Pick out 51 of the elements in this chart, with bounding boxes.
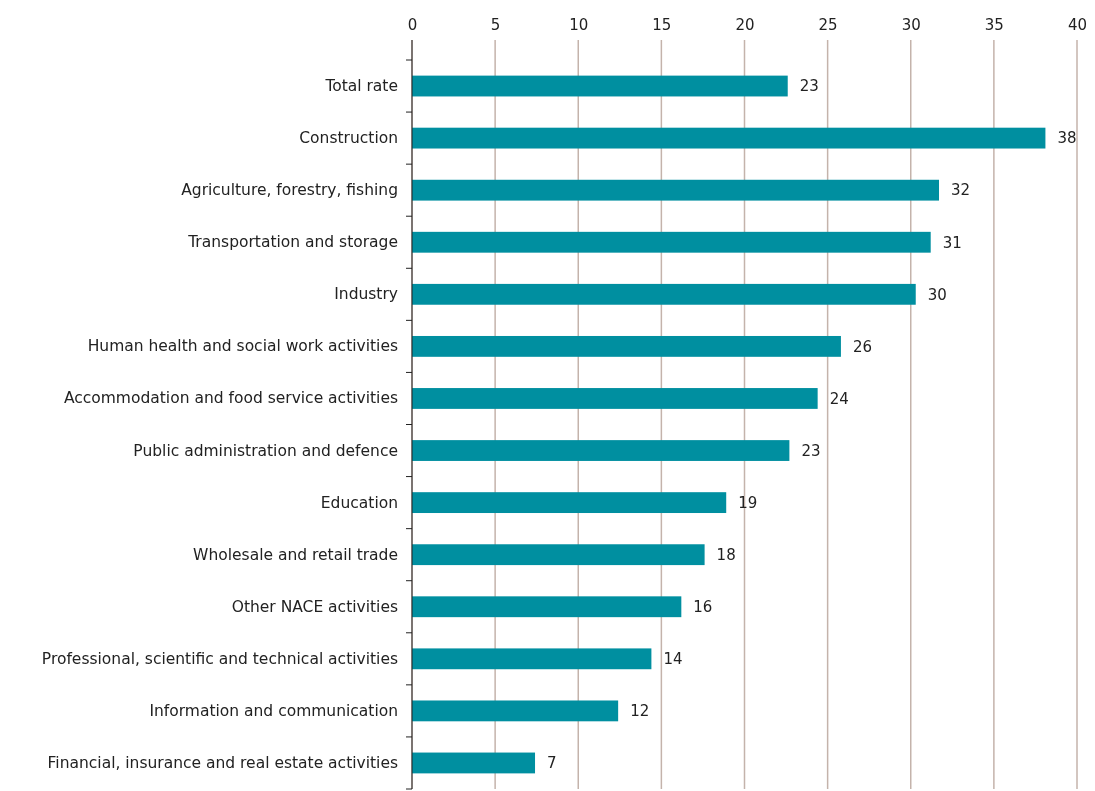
- y-tick-label: Public administration and defence: [133, 441, 398, 460]
- data-label: 18: [716, 545, 736, 564]
- y-tick-label: Professional, scientific and technical activities: [41, 649, 398, 668]
- y-tick-label: Information and communication: [149, 701, 398, 720]
- x-tick-label: 35: [984, 16, 1004, 34]
- y-tick-label: Accommodation and food service activities: [63, 389, 398, 408]
- data-label: 26: [852, 337, 873, 356]
- y-tick-label: Transportation and storage: [187, 233, 398, 252]
- x-tick-label: 20: [735, 16, 755, 34]
- bar: [412, 648, 652, 670]
- x-tick-label: 0: [407, 16, 418, 34]
- data-label: 7: [547, 754, 557, 773]
- bar: [412, 388, 818, 409]
- data-label: 14: [663, 650, 683, 669]
- bar: [412, 440, 790, 461]
- data-label: 30: [927, 285, 947, 304]
- x-tick-label: 30: [901, 16, 921, 34]
- y-tick-label: Total rate: [324, 77, 398, 95]
- data-label: 24: [829, 389, 849, 408]
- y-tick-label: Wholesale and retail trade: [193, 545, 398, 564]
- bar: [412, 179, 940, 201]
- y-tick-label: Industry: [334, 285, 398, 304]
- y-tick-label: Other NACE activities: [231, 597, 398, 616]
- y-tick-label: Construction: [299, 129, 398, 148]
- x-tick-label: 15: [652, 16, 672, 34]
- bar: [412, 492, 727, 514]
- data-label: 38: [1057, 129, 1077, 148]
- data-label: 12: [630, 702, 650, 721]
- data-label: 31: [942, 233, 962, 252]
- bar: [412, 700, 619, 722]
- x-tick-label: 5: [490, 16, 501, 34]
- x-tick-label: 40: [1067, 16, 1088, 34]
- y-tick-label: Agriculture, forestry, fishing: [181, 181, 398, 200]
- bar: [412, 283, 916, 305]
- bar: [412, 75, 788, 97]
- data-label: 23: [799, 77, 819, 96]
- bar: [412, 231, 931, 253]
- data-label: 23: [801, 441, 821, 460]
- bar: [412, 596, 682, 618]
- x-tick-label: 25: [818, 16, 838, 34]
- bar: [412, 127, 1046, 149]
- bar: [412, 335, 841, 357]
- data-label: 16: [693, 598, 713, 616]
- x-tick-label: 10: [569, 16, 589, 34]
- data-label: 32: [951, 181, 971, 200]
- bar: [412, 544, 705, 566]
- data-label: 19: [738, 493, 758, 512]
- y-tick-label: Education: [320, 493, 398, 512]
- y-tick-label: Financial, insurance and real estate activities: [47, 753, 398, 772]
- bar: [412, 752, 536, 774]
- y-tick-label: Human health and social work activities: [87, 337, 398, 356]
